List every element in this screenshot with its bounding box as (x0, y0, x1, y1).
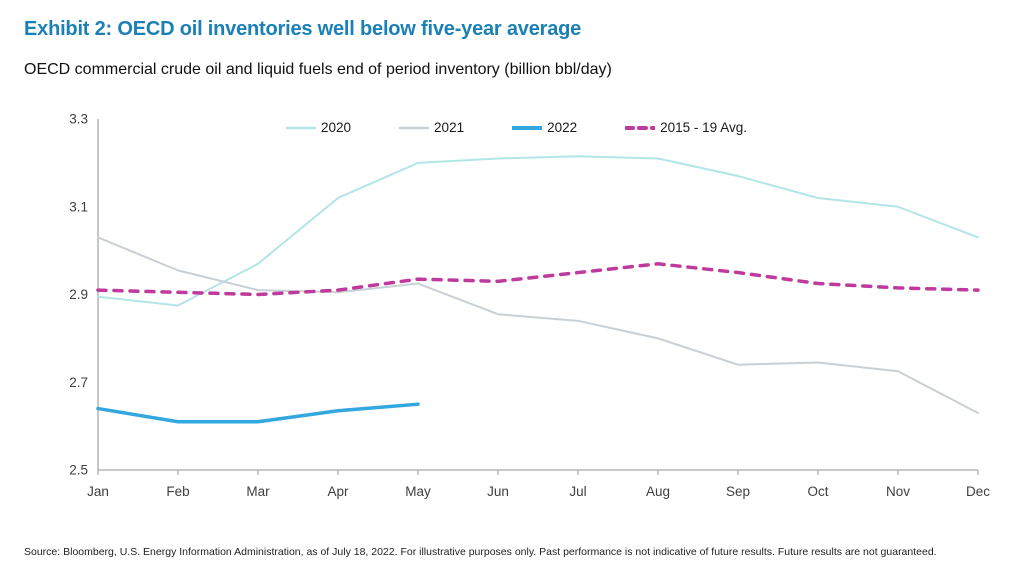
exhibit-title: Exhibit 2: OECD oil inventories well bel… (24, 18, 582, 40)
source-note: Source: Bloomberg, U.S. Energy Informati… (24, 546, 937, 558)
legend-swatch-icon (286, 126, 316, 129)
chart-legend: 2020 2021 2022 2015 - 19 Avg. (286, 120, 747, 135)
x-axis-label-jul: Jul (569, 484, 586, 499)
y-axis-label-2.7: 2.7 (69, 375, 88, 390)
x-axis-label-jan: Jan (87, 484, 109, 499)
x-axis-label-feb: Feb (166, 484, 189, 499)
legend-swatch-icon (399, 126, 430, 129)
x-axis-label-apr: Apr (327, 484, 349, 499)
legend-swatch-icon (512, 125, 543, 130)
x-axis-label-may: May (405, 484, 431, 499)
x-axis-label-jun: Jun (487, 484, 509, 499)
series-line-2022 (96, 402, 420, 424)
legend-item-2022: 2022 (512, 120, 577, 135)
legend-swatch-icon (625, 125, 656, 130)
x-axis-label-mar: Mar (246, 484, 270, 499)
y-axis-label-2.5: 2.5 (69, 463, 88, 478)
x-axis-label-sep: Sep (726, 484, 750, 499)
y-axis-label-2.9: 2.9 (69, 287, 88, 302)
x-axis-label-dec: Dec (966, 484, 990, 499)
x-axis-label-oct: Oct (807, 484, 828, 499)
chart-subtitle: OECD commercial crude oil and liquid fue… (24, 61, 612, 78)
y-axis-label-3.1: 3.1 (69, 199, 88, 214)
x-axis-label-nov: Nov (886, 484, 910, 499)
legend-item-2021: 2021 (399, 120, 464, 135)
legend-label: 2020 (321, 120, 352, 135)
series-line-2015-19-avg- (96, 262, 980, 297)
legend-label: 2022 (547, 120, 578, 135)
legend-item-2020: 2020 (286, 120, 351, 135)
legend-label: 2021 (434, 120, 465, 135)
y-axis-label-3.3: 3.3 (69, 112, 88, 127)
series-line-2020 (97, 155, 979, 307)
x-axis-label-aug: Aug (646, 484, 670, 499)
legend-label: 2015 - 19 Avg. (660, 120, 747, 135)
series-line-2021 (97, 236, 979, 414)
legend-item-2015-19-avg-: 2015 - 19 Avg. (625, 120, 747, 135)
